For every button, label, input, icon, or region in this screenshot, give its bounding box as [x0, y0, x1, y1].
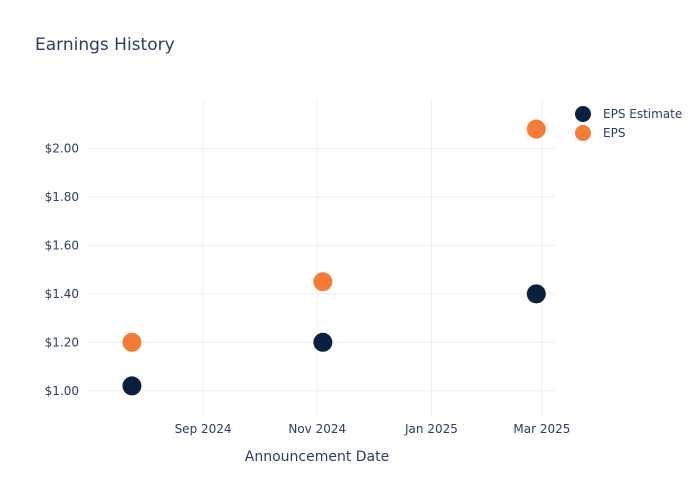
legend-item-eps-estimate[interactable]: EPS Estimate — [575, 106, 682, 122]
eps-estimate-point[interactable] — [122, 376, 142, 396]
eps-point[interactable] — [526, 119, 546, 139]
x-tick-label: Jan 2025 — [404, 422, 458, 436]
x-axis-ticks: Sep 2024 Nov 2024 Jan 2025 Mar 2025 — [175, 422, 571, 436]
eps-estimate-point[interactable] — [526, 284, 546, 304]
y-tick-label: $1.20 — [45, 335, 79, 349]
grid-lines — [87, 100, 555, 415]
y-axis-ticks: $1.00 $1.20 $1.40 $1.60 $1.80 $2.00 — [45, 141, 79, 397]
y-tick-label: $1.00 — [45, 384, 79, 398]
eps-estimate-point[interactable] — [313, 332, 333, 352]
legend-label: EPS — [603, 126, 625, 140]
eps-point[interactable] — [122, 332, 142, 352]
legend[interactable]: EPS Estimate EPS — [575, 106, 682, 141]
y-tick-label: $1.60 — [45, 238, 79, 252]
x-tick-label: Mar 2025 — [513, 422, 570, 436]
legend-label: EPS Estimate — [603, 107, 682, 121]
eps-point[interactable] — [313, 272, 333, 292]
y-tick-label: $1.80 — [45, 190, 79, 204]
y-tick-label: $1.40 — [45, 287, 79, 301]
legend-item-eps[interactable]: EPS — [575, 125, 625, 141]
x-tick-label: Sep 2024 — [175, 422, 232, 436]
x-axis-title: Announcement Date — [245, 449, 389, 465]
chart-title: Earnings History — [35, 35, 175, 55]
y-tick-label: $2.00 — [45, 141, 79, 155]
legend-marker — [575, 106, 591, 122]
x-tick-label: Nov 2024 — [288, 422, 346, 436]
data-points — [122, 119, 546, 396]
legend-marker — [575, 125, 591, 141]
